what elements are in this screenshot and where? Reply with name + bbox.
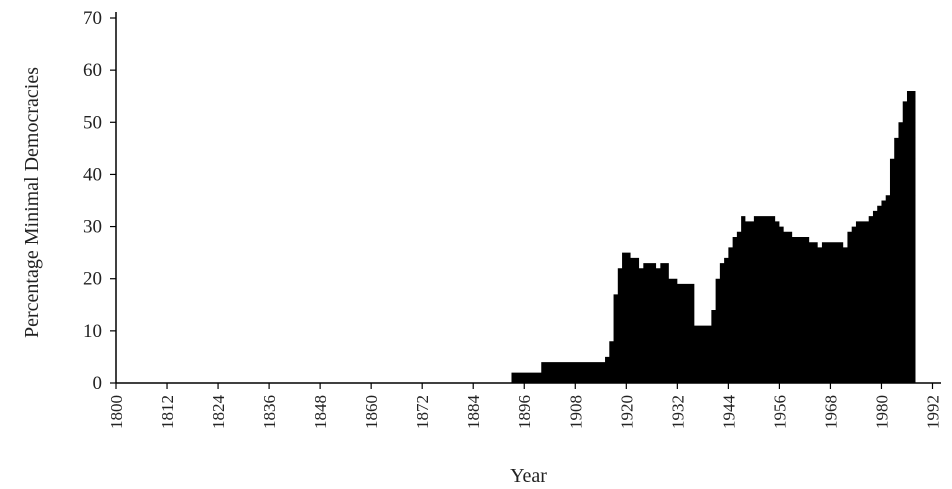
x-tick-label: 1956 — [770, 395, 789, 429]
x-tick-label: 1992 — [923, 395, 942, 429]
x-tick-label: 1908 — [566, 395, 585, 429]
democracy-area — [116, 91, 941, 383]
x-tick-label: 1944 — [719, 395, 738, 430]
x-tick-label: 1848 — [311, 395, 330, 429]
x-tick-label: 1872 — [413, 395, 432, 429]
x-tick-label: 1824 — [209, 395, 228, 430]
x-tick-label: 1836 — [260, 395, 279, 429]
x-axis-ticks: 1800 1812 1824 1836 1848 1860 1872 1884 1896 1908… — [107, 383, 942, 429]
x-tick-label: 1980 — [872, 395, 891, 429]
x-tick-label: 1812 — [158, 395, 177, 429]
y-tick-label: 30 — [83, 217, 102, 238]
y-axis-title: Percentage Minimal Democracies — [21, 67, 43, 338]
x-tick-label: 1884 — [464, 395, 483, 430]
x-tick-label: 1968 — [821, 395, 840, 429]
x-tick-label: 1932 — [668, 395, 687, 429]
y-tick-label: 50 — [83, 112, 102, 133]
y-tick-label: 0 — [93, 373, 103, 394]
x-tick-label: 1860 — [362, 395, 381, 429]
y-tick-label: 20 — [83, 269, 102, 290]
x-tick-label: 1800 — [107, 395, 126, 429]
y-tick-label: 70 — [83, 8, 102, 29]
y-tick-label: 40 — [83, 164, 102, 185]
x-tick-label: 1920 — [617, 395, 636, 429]
y-tick-label: 10 — [83, 321, 102, 342]
x-tick-label: 1896 — [515, 395, 534, 429]
y-axis-ticks: 0 10 20 30 40 50 60 70 — [83, 8, 116, 394]
y-tick-label: 60 — [83, 60, 102, 81]
x-axis-title: Year — [510, 465, 547, 487]
